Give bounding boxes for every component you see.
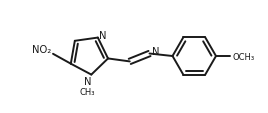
Text: N: N bbox=[84, 77, 91, 87]
Text: CH₃: CH₃ bbox=[80, 87, 95, 96]
Text: N: N bbox=[152, 46, 159, 56]
Text: NO₂: NO₂ bbox=[32, 44, 51, 54]
Text: N: N bbox=[99, 30, 106, 40]
Text: OCH₃: OCH₃ bbox=[233, 52, 255, 61]
